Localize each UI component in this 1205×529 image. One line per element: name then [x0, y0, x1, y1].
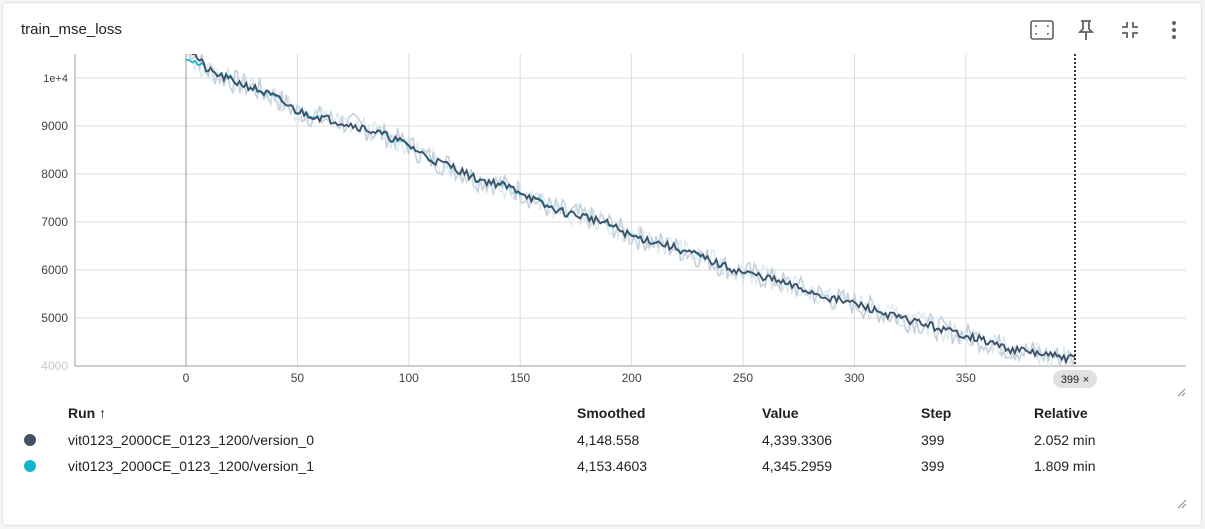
header-run[interactable]: Run ↑: [68, 405, 107, 421]
run-name: vit0123_2000CE_0123_1200/version_0: [68, 432, 314, 448]
y-tick-label: 6000: [41, 263, 68, 277]
relative-value: 1.809 min: [1034, 458, 1096, 474]
x-tick-label: 150: [510, 371, 530, 385]
pin-button[interactable]: [1069, 15, 1103, 45]
hover-step-label: 399: [1061, 374, 1079, 386]
series-raw-line-version-1: [186, 54, 1076, 366]
x-tick-label: 50: [291, 371, 305, 385]
x-tick-label: 0: [183, 371, 190, 385]
smoothed-value: 4,148.558: [577, 432, 640, 448]
run-color-swatch: [24, 434, 36, 446]
x-axis: 0 50 100 150 200 250 300 350: [183, 371, 977, 385]
close-icon: ×: [1083, 374, 1089, 386]
line-chart[interactable]: 1e+4 9000 8000 7000 6000 5000 4000 0 50 100 150 20…: [0, 0, 1205, 400]
relative-value: 2.052 min: [1034, 432, 1096, 448]
more-vert-icon: [1172, 21, 1176, 39]
raw-value: 4,345.2959: [762, 458, 833, 474]
hover-step-chip[interactable]: 399 ×: [1053, 370, 1097, 388]
y-axis: 1e+4 9000 8000 7000 6000 5000 4000: [41, 73, 68, 373]
step-value: 399: [921, 458, 945, 474]
y-tick-label: 7000: [41, 215, 68, 229]
card-toolbar: [1025, 15, 1191, 45]
y-tick-label: 9000: [41, 119, 68, 133]
y-tick-label: 8000: [41, 167, 68, 181]
table-row: vit0123_2000CE_0123_1200/version_0 4,148…: [20, 432, 1180, 458]
x-tick-label: 300: [844, 371, 864, 385]
header-smoothed[interactable]: Smoothed: [577, 405, 646, 421]
x-tick-label: 100: [399, 371, 419, 385]
raw-value: 4,339.3306: [762, 432, 833, 448]
card-title: train_mse_loss: [21, 21, 122, 38]
pin-icon: [1077, 20, 1095, 40]
step-value: 399: [921, 432, 945, 448]
chart-resize-handle[interactable]: [1177, 388, 1186, 397]
table-row: vit0123_2000CE_0123_1200/version_1 4,153…: [20, 458, 1180, 484]
header-value[interactable]: Value: [762, 405, 799, 421]
table-header-row: Run ↑ Smoothed Value Step Relative: [20, 405, 1180, 431]
y-tick-label: 4000: [41, 359, 68, 373]
collapse-button[interactable]: [1113, 15, 1147, 45]
header-relative[interactable]: Relative: [1034, 405, 1088, 421]
x-tick-label: 200: [622, 371, 642, 385]
fit-to-data-button[interactable]: [1025, 15, 1059, 45]
x-tick-label: 250: [733, 371, 753, 385]
run-name: vit0123_2000CE_0123_1200/version_1: [68, 458, 314, 474]
x-tick-label: 350: [956, 371, 976, 385]
chart-grid: [74, 54, 1186, 367]
series-line-version-0: [191, 54, 1076, 365]
y-tick-label: 5000: [41, 311, 68, 325]
y-tick-label: 1e+4: [43, 73, 68, 85]
run-color-swatch: [24, 460, 36, 472]
card-resize-handle[interactable]: [1176, 498, 1188, 510]
fit-to-data-icon: [1030, 20, 1054, 40]
collapse-icon: [1122, 22, 1138, 38]
chart-series: [185, 54, 1076, 366]
more-options-button[interactable]: [1157, 15, 1191, 45]
hover-marker: 399 ×: [1053, 54, 1097, 388]
header-step[interactable]: Step: [921, 405, 952, 421]
smoothed-value: 4,153.4603: [577, 458, 648, 474]
